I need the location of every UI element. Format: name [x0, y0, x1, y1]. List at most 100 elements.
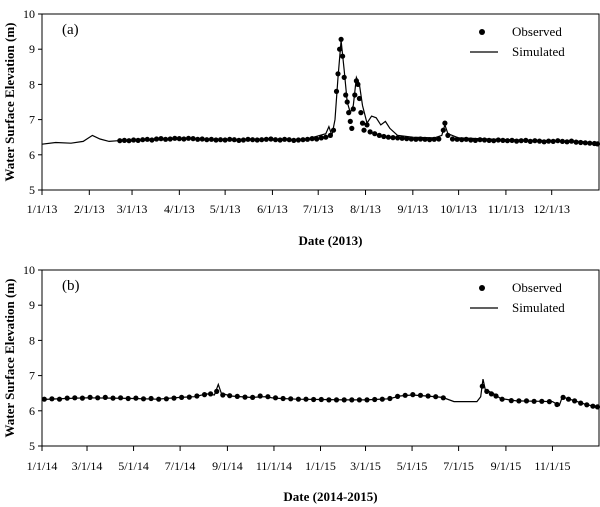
- observed-point: [282, 136, 288, 142]
- observed-point: [472, 137, 478, 143]
- plot-frame: [41, 269, 600, 447]
- observed-point: [195, 136, 201, 142]
- observed-point: [359, 120, 366, 126]
- y-axis-title: Water Surface Elevation (m): [2, 23, 17, 182]
- observed-point: [347, 118, 353, 124]
- legend-observed-marker: [479, 285, 485, 291]
- simulated-line: [41, 378, 600, 408]
- x-tick-label: 4/1/13: [164, 202, 195, 216]
- observed-point: [87, 394, 93, 400]
- x-axis-title: Date (2014-2015): [283, 489, 377, 504]
- observed-point: [399, 135, 405, 141]
- observed-point: [402, 392, 408, 398]
- plot-frame: [41, 13, 600, 191]
- observed-point: [340, 53, 346, 59]
- observed-point: [204, 137, 210, 143]
- observed-point: [518, 138, 524, 144]
- observed-point: [295, 137, 301, 143]
- observed-point: [201, 392, 208, 398]
- observed-point: [291, 137, 297, 143]
- observed-point: [126, 138, 132, 144]
- observed-point: [514, 138, 520, 144]
- observed-point: [208, 136, 214, 142]
- observed-point: [118, 395, 124, 401]
- observed-point: [346, 110, 352, 116]
- observed-point: [425, 393, 431, 399]
- x-tick-label: 3/1/14: [72, 459, 103, 473]
- observed-point: [546, 138, 552, 144]
- observed-point: [349, 125, 355, 131]
- y-tick-label: 5: [29, 183, 35, 197]
- observed-point: [356, 397, 362, 403]
- observed-point: [582, 140, 588, 146]
- x-tick-label: 11/1/13: [488, 202, 524, 216]
- chart-panel-a: 5 6 7 8 9 10 1/1/13 2/1/13 3/1/13 4/1/13 5/1/13 6/1…: [2, 7, 600, 248]
- observed-point: [117, 138, 123, 144]
- observed-point: [156, 396, 162, 402]
- observed-point: [554, 401, 560, 408]
- observed-point: [176, 136, 182, 142]
- observed-point: [295, 396, 301, 402]
- observed-point: [280, 395, 286, 402]
- observed-point: [286, 137, 292, 143]
- observed-point: [491, 138, 497, 144]
- observed-point: [231, 137, 237, 143]
- observed-point: [327, 132, 333, 138]
- observed-point: [227, 136, 233, 142]
- observed-point: [194, 393, 200, 399]
- x-tick-label: 3/1/15: [350, 459, 381, 473]
- observed-point: [422, 136, 428, 142]
- observed-point: [338, 36, 344, 42]
- observed-point: [311, 396, 317, 403]
- observed-point: [352, 92, 358, 98]
- observed-point: [477, 137, 483, 143]
- observed-point: [564, 139, 570, 145]
- observed-point: [516, 398, 522, 404]
- observed-point: [523, 137, 529, 143]
- x-tick-label: 2/1/13: [74, 202, 105, 216]
- observed-point: [565, 396, 572, 402]
- observed-point: [158, 136, 164, 142]
- observed-point: [214, 388, 220, 394]
- observed-point: [454, 136, 460, 142]
- observed-point: [531, 398, 537, 404]
- observed-point: [560, 394, 566, 400]
- observed-point: [268, 136, 274, 142]
- observed-point: [436, 136, 442, 142]
- observed-point: [417, 392, 424, 398]
- y-tick-label: 9: [29, 298, 35, 312]
- observed-point: [190, 136, 196, 142]
- observed-point: [277, 137, 283, 143]
- observed-point: [254, 137, 260, 143]
- observed-point: [546, 399, 553, 405]
- observed-point: [140, 137, 146, 143]
- legend-simulated-label: Simulated: [512, 300, 565, 315]
- observed-point: [242, 394, 248, 400]
- observed-point: [181, 136, 187, 142]
- observed-point: [133, 395, 139, 401]
- observed-point: [395, 393, 401, 399]
- y-tick-label: 7: [29, 369, 35, 383]
- y-tick-label: 10: [23, 263, 35, 277]
- observed-point: [333, 397, 340, 403]
- x-tick-label: 8/1/13: [350, 202, 381, 216]
- observed-point: [594, 141, 600, 147]
- x-tick-label: 1/1/15: [305, 459, 336, 473]
- observed-point: [304, 136, 311, 142]
- observed-point: [532, 138, 538, 144]
- observed-point: [272, 395, 279, 401]
- observed-point: [440, 395, 446, 401]
- y-tick-label: 5: [29, 439, 35, 453]
- observed-point: [364, 397, 370, 403]
- observed-point: [240, 137, 246, 143]
- observed-point: [95, 395, 101, 401]
- observed-point: [395, 135, 401, 141]
- observed-point: [217, 137, 224, 143]
- observed-point: [355, 81, 361, 87]
- observed-point: [433, 394, 439, 400]
- observed-point: [578, 400, 584, 406]
- observed-point: [504, 138, 510, 144]
- observed-point: [367, 129, 373, 135]
- observed-point: [259, 137, 265, 143]
- observed-point: [323, 134, 329, 140]
